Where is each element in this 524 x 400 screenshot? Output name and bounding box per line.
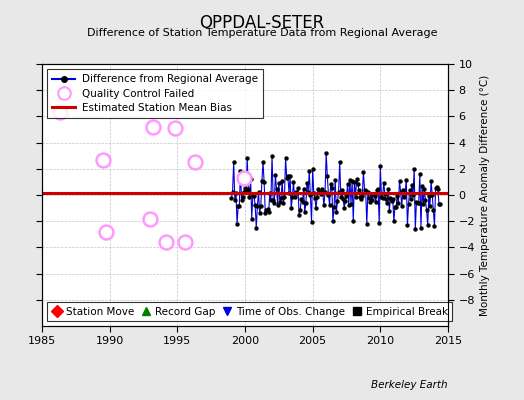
Text: Difference of Station Temperature Data from Regional Average: Difference of Station Temperature Data f… bbox=[87, 28, 437, 38]
Text: Berkeley Earth: Berkeley Earth bbox=[372, 380, 448, 390]
Y-axis label: Monthly Temperature Anomaly Difference (°C): Monthly Temperature Anomaly Difference (… bbox=[481, 74, 490, 316]
Text: OPPDAL-SETER: OPPDAL-SETER bbox=[199, 14, 325, 32]
Legend: Station Move, Record Gap, Time of Obs. Change, Empirical Break: Station Move, Record Gap, Time of Obs. C… bbox=[47, 302, 452, 321]
